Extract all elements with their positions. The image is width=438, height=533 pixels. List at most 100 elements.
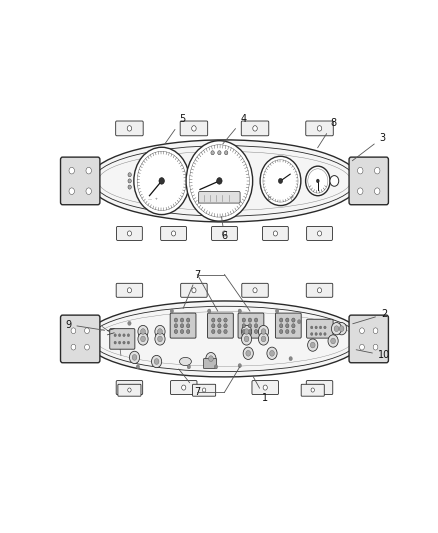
Circle shape [128,179,131,183]
Circle shape [187,318,190,322]
FancyBboxPatch shape [307,227,332,240]
Circle shape [261,336,266,342]
Circle shape [85,344,89,350]
FancyBboxPatch shape [116,284,143,297]
Text: 8: 8 [318,118,336,148]
Circle shape [114,334,117,337]
Circle shape [319,333,322,335]
Text: 3: 3 [352,133,385,161]
Text: 7: 7 [179,369,201,397]
FancyBboxPatch shape [170,381,197,394]
FancyBboxPatch shape [203,359,217,368]
Text: 7: 7 [183,270,201,309]
Circle shape [141,336,145,342]
Circle shape [127,385,131,390]
Circle shape [123,334,125,337]
Circle shape [208,356,213,361]
Circle shape [223,231,226,236]
Circle shape [332,322,342,335]
Circle shape [319,326,322,329]
FancyBboxPatch shape [212,227,237,240]
Circle shape [258,333,268,345]
Circle shape [254,318,258,322]
Circle shape [311,326,313,329]
Circle shape [132,354,137,360]
Circle shape [138,333,148,345]
Circle shape [123,341,125,344]
Circle shape [357,188,363,195]
Circle shape [212,318,215,322]
Circle shape [118,334,121,337]
Text: 4: 4 [223,115,246,144]
Circle shape [224,151,228,155]
Circle shape [315,333,317,335]
FancyBboxPatch shape [116,381,143,394]
FancyBboxPatch shape [349,157,389,205]
Circle shape [86,188,92,195]
Circle shape [174,318,178,322]
Circle shape [374,167,380,174]
FancyBboxPatch shape [117,227,142,240]
Circle shape [218,329,221,334]
Circle shape [171,231,176,236]
Circle shape [273,231,278,236]
Text: E: E [268,196,271,200]
FancyBboxPatch shape [306,284,333,297]
Circle shape [258,325,268,338]
Circle shape [324,326,326,329]
FancyBboxPatch shape [307,319,333,338]
Circle shape [238,364,241,368]
Circle shape [244,336,249,342]
Circle shape [279,318,283,322]
Circle shape [218,324,221,328]
Circle shape [217,177,222,184]
FancyBboxPatch shape [301,384,324,396]
Text: 10: 10 [356,350,390,360]
Circle shape [242,324,246,328]
FancyBboxPatch shape [252,381,279,394]
Circle shape [279,179,283,183]
Circle shape [138,325,148,338]
Circle shape [260,156,301,206]
FancyBboxPatch shape [60,157,100,205]
Circle shape [318,385,321,390]
Circle shape [174,329,178,334]
FancyBboxPatch shape [242,284,268,297]
Circle shape [311,342,315,348]
Circle shape [241,325,251,338]
FancyBboxPatch shape [110,329,135,349]
Circle shape [71,328,76,334]
Circle shape [224,329,227,334]
Circle shape [174,324,178,328]
Circle shape [317,126,322,131]
Circle shape [118,341,121,344]
Circle shape [248,329,251,334]
FancyBboxPatch shape [60,315,100,363]
Circle shape [128,185,131,189]
Circle shape [292,329,295,334]
Circle shape [246,350,251,356]
Circle shape [154,359,159,365]
Circle shape [289,357,292,361]
Circle shape [307,339,318,351]
Circle shape [211,151,214,155]
FancyBboxPatch shape [241,121,269,136]
Circle shape [187,329,190,334]
Circle shape [297,320,301,324]
Circle shape [253,126,257,131]
Circle shape [212,324,215,328]
Circle shape [192,288,196,293]
Circle shape [170,309,173,313]
Circle shape [311,388,314,392]
Circle shape [324,333,326,335]
Circle shape [374,188,380,195]
Circle shape [214,365,218,369]
Circle shape [128,321,131,325]
Circle shape [180,318,184,322]
Circle shape [334,326,339,332]
Circle shape [218,151,221,155]
FancyBboxPatch shape [276,313,301,338]
Circle shape [286,318,289,322]
FancyBboxPatch shape [180,121,208,136]
FancyBboxPatch shape [349,315,389,363]
